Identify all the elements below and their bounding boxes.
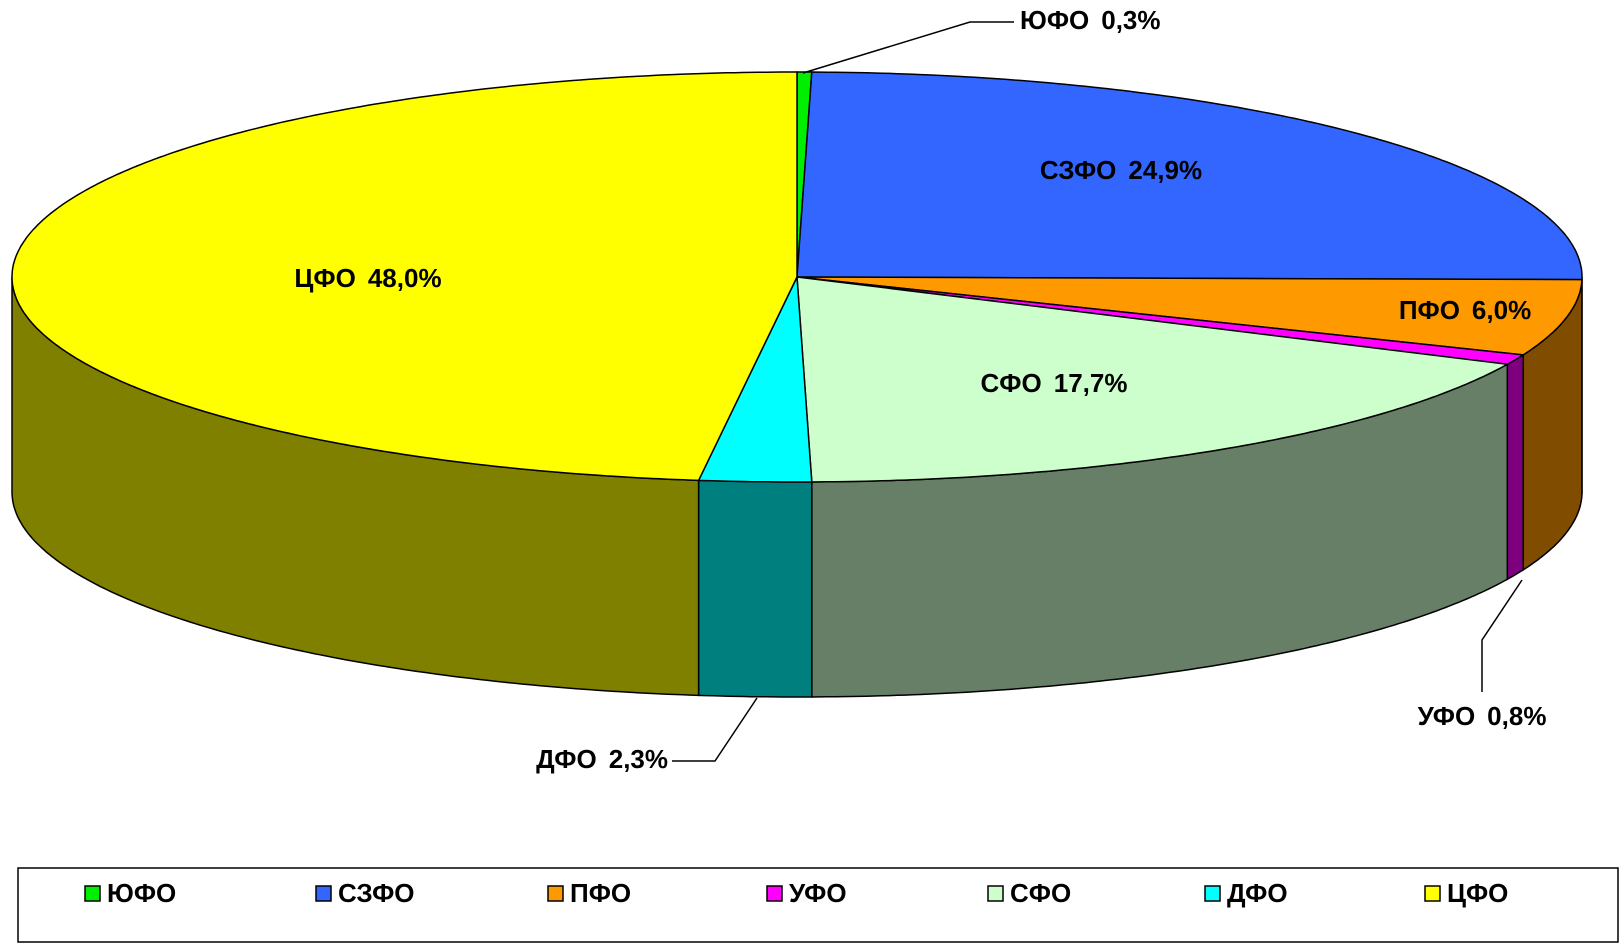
label-value: 48,0% bbox=[368, 263, 442, 293]
legend-label: УФО bbox=[789, 878, 847, 908]
legend-swatch bbox=[1204, 885, 1221, 902]
label-category: ПФО bbox=[1399, 295, 1460, 325]
legend-swatch bbox=[84, 885, 101, 902]
data-label: ЮФО 0,3% bbox=[1020, 5, 1161, 35]
pie-slice bbox=[11, 71, 798, 482]
label-category: ЮФО bbox=[1020, 5, 1089, 35]
data-label: СФО 17,7% bbox=[981, 368, 1128, 398]
legend-label: СЗФО bbox=[338, 878, 415, 908]
leader-line bbox=[802, 21, 1014, 74]
pie-slice bbox=[796, 276, 1510, 483]
legend-label: ЦФО bbox=[1447, 878, 1508, 908]
data-label: ПФО 6,0% bbox=[1399, 295, 1531, 325]
label-value: 0,3% bbox=[1101, 5, 1160, 35]
label-value: 17,7% bbox=[1054, 368, 1128, 398]
label-value: 24,9% bbox=[1128, 155, 1202, 185]
data-label: ДФО 2,3% bbox=[536, 744, 668, 774]
label-value: 0,8% bbox=[1487, 701, 1546, 731]
legend-swatch bbox=[547, 885, 564, 902]
data-label: СЗФО 24,9% bbox=[1040, 155, 1202, 185]
label-category: УФО bbox=[1418, 701, 1476, 731]
label-category: ЦФО bbox=[294, 263, 355, 293]
data-label: УФО 0,8% bbox=[1418, 701, 1547, 731]
legend-label: СФО bbox=[1010, 878, 1071, 908]
legend-swatch bbox=[1424, 885, 1441, 902]
legend-swatch bbox=[766, 885, 783, 902]
legend-swatch bbox=[987, 885, 1004, 902]
pie-slice bbox=[796, 276, 1583, 356]
label-category: СЗФО bbox=[1040, 155, 1117, 185]
legend-label: ПФО bbox=[570, 878, 631, 908]
pie-side bbox=[697, 479, 813, 698]
pie-slice bbox=[697, 274, 813, 483]
label-value: 6,0% bbox=[1472, 295, 1531, 325]
legend-label: ДФО bbox=[1227, 878, 1288, 908]
legend-swatch bbox=[315, 885, 332, 902]
pie-slice bbox=[796, 71, 1583, 281]
leader-line bbox=[672, 697, 758, 762]
leader-line bbox=[1481, 579, 1523, 692]
data-label: ЦФО 48,0% bbox=[294, 263, 441, 293]
label-category: ДФО bbox=[536, 744, 597, 774]
pie-side bbox=[1506, 353, 1524, 581]
legend-label: ЮФО bbox=[107, 878, 176, 908]
label-value: 2,3% bbox=[609, 744, 668, 774]
label-category: СФО bbox=[981, 368, 1042, 398]
legend-box bbox=[17, 867, 1619, 943]
